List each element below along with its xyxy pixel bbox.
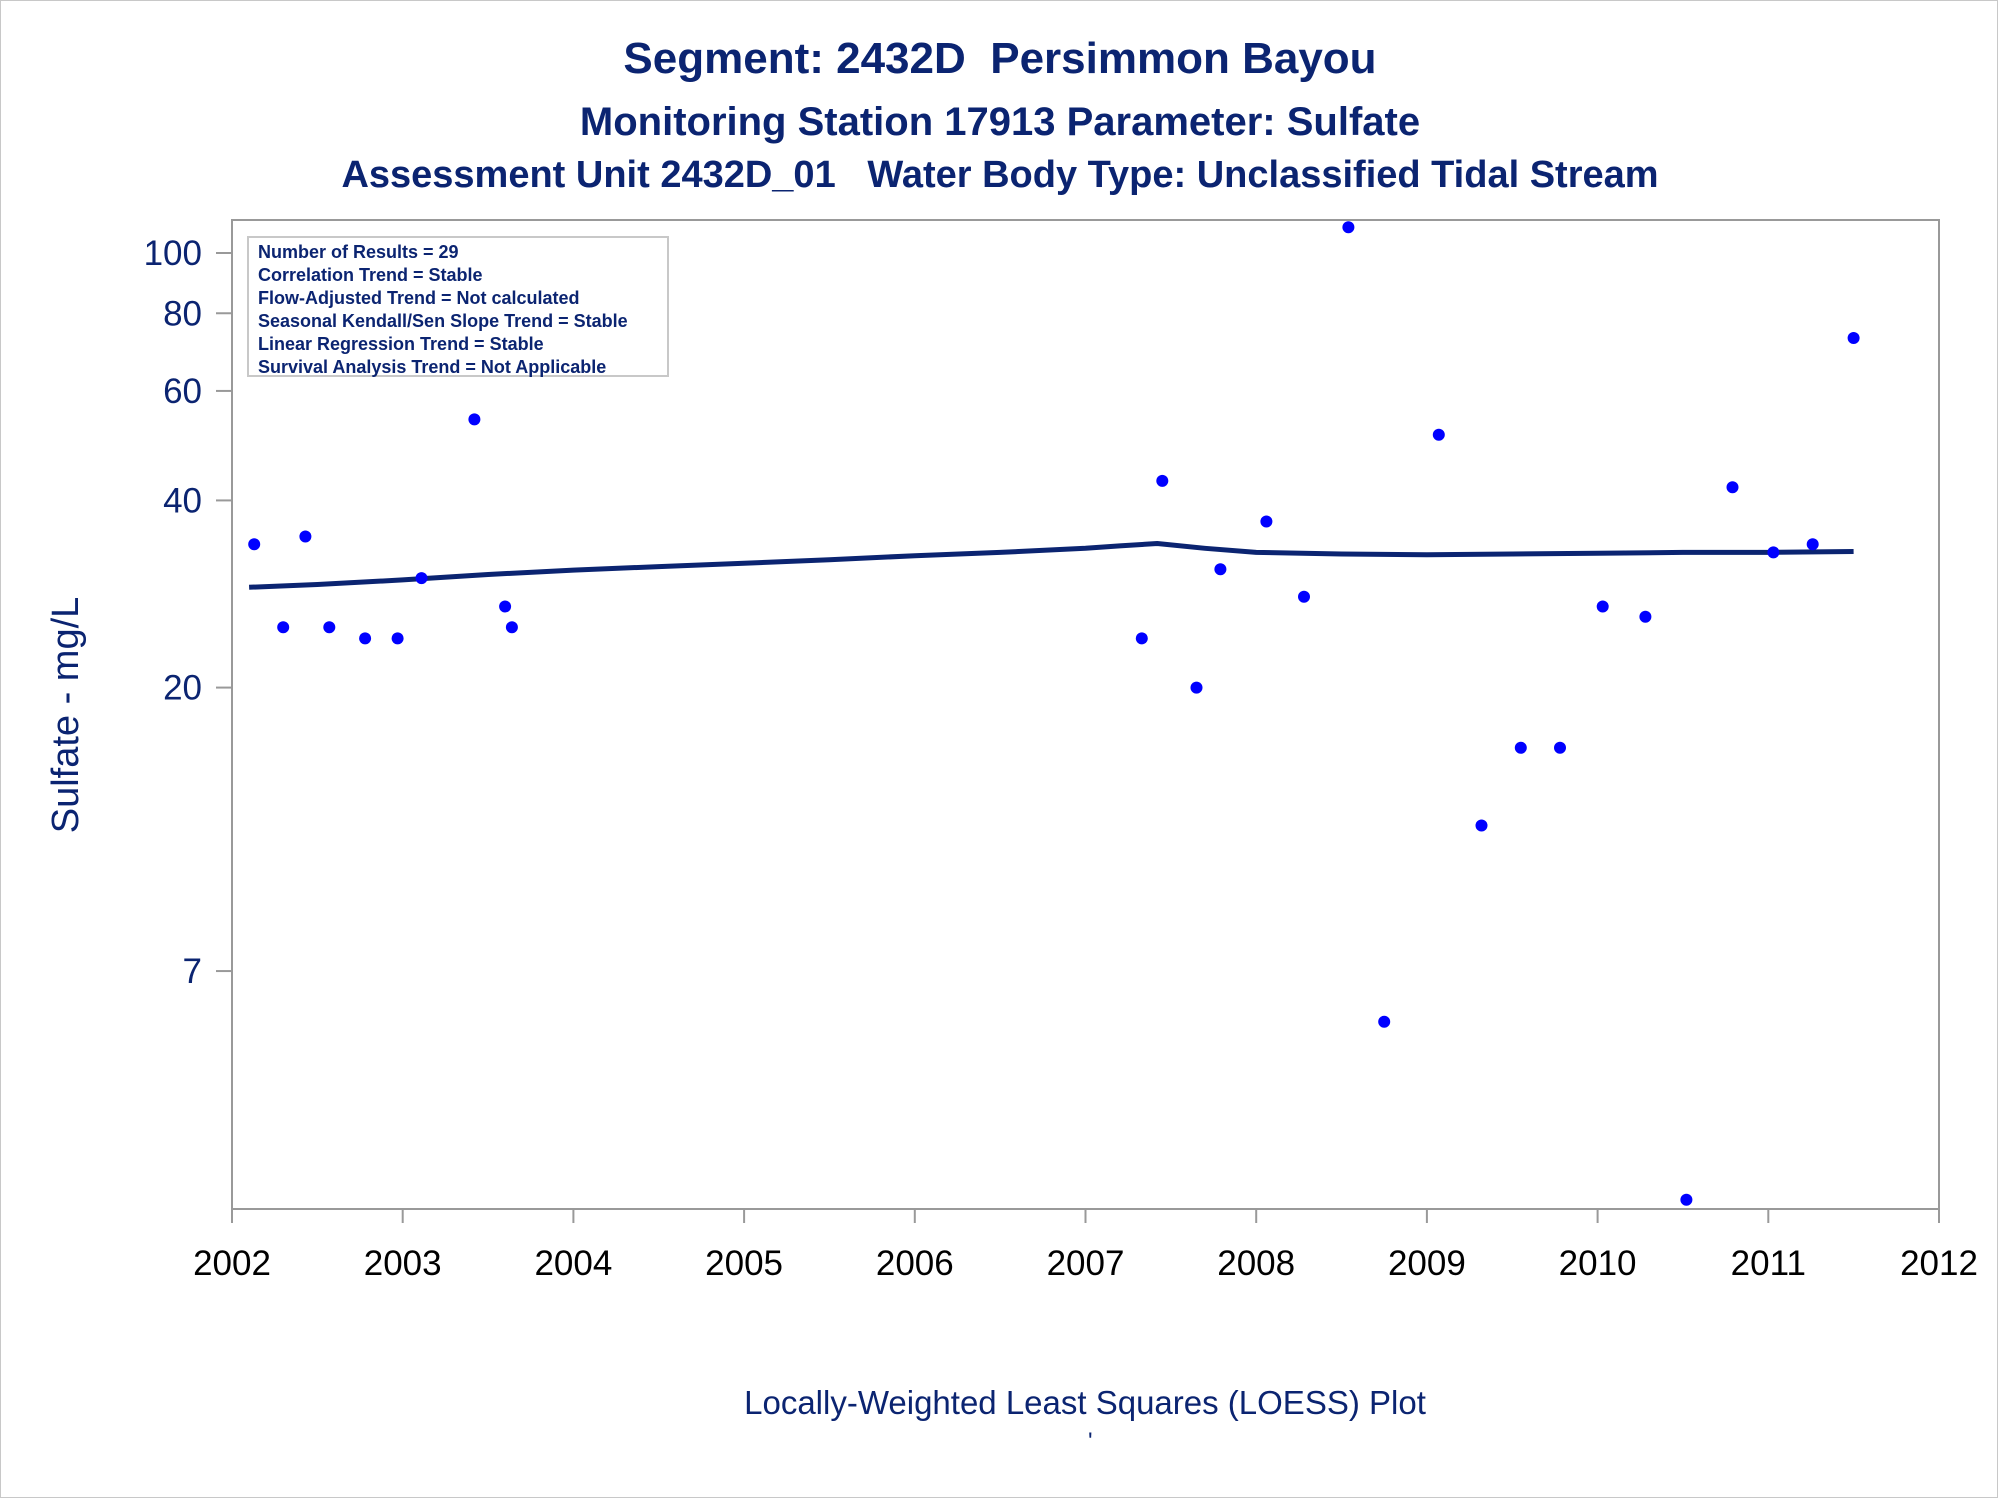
x-tick-label: 2009 — [1388, 1244, 1466, 1283]
data-point — [505, 621, 518, 634]
data-point — [1260, 515, 1273, 528]
x-tick-label: 2004 — [534, 1244, 612, 1283]
footer-plot-label: Locally-Weighted Least Squares (LOESS) P… — [744, 1384, 1426, 1421]
data-point — [499, 600, 512, 613]
data-point — [1190, 681, 1203, 694]
y-tick-label: 20 — [163, 669, 202, 708]
data-point — [1156, 474, 1169, 487]
x-tick-label: 2002 — [193, 1244, 271, 1283]
data-point — [1767, 546, 1780, 559]
chart-subtitle-station: Monitoring Station 17913 Parameter: Sulf… — [579, 100, 1421, 144]
x-tick-label: 2011 — [1731, 1244, 1806, 1283]
data-point — [323, 621, 336, 634]
y-tick-label: 7 — [183, 952, 202, 991]
data-point — [299, 530, 312, 543]
data-point — [277, 621, 290, 634]
data-point — [1298, 590, 1310, 603]
data-point — [359, 632, 372, 645]
x-axis: 2002 2003 2004 2005 2006 2007 2008 2009 2010 2011… — [193, 1209, 1978, 1283]
data-point — [1639, 610, 1652, 623]
data-point — [1135, 632, 1148, 645]
y-tick-label: 40 — [163, 481, 202, 520]
summary-line-survival: Survival Analysis Trend = Not Applicable — [258, 357, 607, 377]
y-axis: 7 20 40 60 80 100 — [144, 234, 232, 991]
data-point — [1847, 332, 1860, 344]
trend-summary-box: Number of Results = 29 Correlation Trend… — [247, 236, 669, 377]
x-tick-label: 2012 — [1900, 1244, 1978, 1283]
data-point — [1475, 819, 1488, 832]
data-point — [1554, 741, 1566, 754]
data-point — [468, 413, 481, 426]
data-point — [1378, 1015, 1391, 1028]
data-point — [391, 632, 404, 645]
data-point — [415, 572, 428, 585]
summary-line-seasonal-kendall: Seasonal Kendall/Sen Slope Trend = Stabl… — [258, 311, 628, 331]
y-tick-label: 100 — [144, 234, 202, 273]
summary-line-linear-regression: Linear Regression Trend = Stable — [258, 334, 544, 354]
data-point — [1726, 481, 1739, 494]
data-point — [1806, 538, 1819, 551]
x-tick-label: 2010 — [1559, 1244, 1637, 1283]
y-tick-label: 60 — [163, 372, 202, 411]
loess-trend-line — [248, 541, 1854, 590]
data-points-group — [248, 221, 1860, 1206]
data-point — [1342, 221, 1355, 234]
footer-mark: ' — [1088, 1428, 1093, 1455]
y-tick-label: 80 — [163, 294, 202, 333]
data-point — [1432, 428, 1445, 441]
summary-line-flow-adjusted: Flow-Adjusted Trend = Not calculated — [258, 288, 580, 308]
loess-trend-line-group — [248, 541, 1854, 590]
data-point — [248, 538, 261, 551]
chart-title: Segment: 2432D Persimmon Bayou — [623, 34, 1377, 83]
y-axis-label: Sulfate - mg/L — [45, 597, 87, 834]
x-tick-label: 2007 — [1047, 1244, 1125, 1283]
chart-subtitle-assessment: Assessment Unit 2432D_01 Water Body Type… — [341, 154, 1659, 196]
data-point — [1514, 741, 1527, 754]
x-tick-label: 2003 — [364, 1244, 442, 1283]
summary-line-correlation: Correlation Trend = Stable — [258, 265, 483, 285]
data-point — [1214, 563, 1227, 576]
x-tick-label: 2005 — [705, 1244, 783, 1283]
summary-line-results: Number of Results = 29 — [258, 242, 459, 262]
x-tick-label: 2006 — [876, 1244, 954, 1283]
data-point — [1596, 600, 1609, 613]
data-point — [1680, 1193, 1693, 1206]
x-tick-label: 2008 — [1217, 1244, 1295, 1283]
